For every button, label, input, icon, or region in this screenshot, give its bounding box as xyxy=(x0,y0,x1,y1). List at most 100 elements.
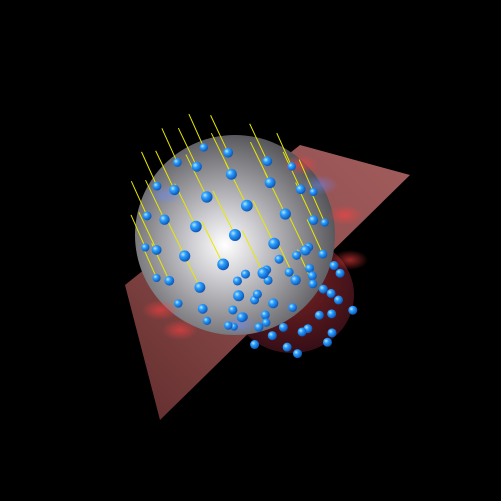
surface-point-marker xyxy=(194,281,206,293)
surface-point-marker xyxy=(179,250,191,262)
surface-point-marker xyxy=(223,147,234,158)
normal-vector-line xyxy=(155,150,175,191)
surface-point-marker xyxy=(141,243,150,252)
surface-point-marker xyxy=(151,244,162,255)
surface-point-marker xyxy=(159,214,170,225)
surface-point-marker xyxy=(172,158,182,167)
surface-point-marker xyxy=(262,156,273,167)
normal-vector-line xyxy=(276,132,293,167)
plane-glow xyxy=(162,320,198,340)
surface-point-marker xyxy=(250,340,260,350)
surface-point-marker xyxy=(267,331,277,341)
surface-point-marker xyxy=(295,184,306,195)
surface-point-marker xyxy=(164,275,175,286)
surface-point-marker xyxy=(152,181,162,191)
normal-vector-line xyxy=(141,151,158,187)
surface-point-marker xyxy=(268,237,280,250)
surface-point-marker xyxy=(292,250,302,260)
surface-point-marker xyxy=(287,162,296,171)
surface-point-marker xyxy=(232,276,242,286)
normal-vector-line xyxy=(145,179,165,220)
surface-point-marker xyxy=(264,177,276,189)
surface-point-marker xyxy=(254,322,264,332)
normal-vector-line xyxy=(252,200,275,244)
surface-point-marker xyxy=(240,269,250,279)
normal-vector-line xyxy=(249,141,271,183)
surface-point-marker xyxy=(274,254,284,264)
surface-point-marker xyxy=(327,309,337,319)
surface-point-marker xyxy=(201,191,213,203)
surface-point-marker xyxy=(318,249,328,259)
surface-point-marker xyxy=(261,318,271,327)
surface-point-marker xyxy=(233,290,245,302)
surface-point-marker xyxy=(174,299,183,308)
normal-vector-line xyxy=(241,230,264,274)
surface-point-marker xyxy=(282,342,292,352)
surface-point-marker xyxy=(309,187,318,197)
surface-point-marker xyxy=(229,229,241,241)
normal-vector-line xyxy=(130,214,146,248)
surface-point-marker xyxy=(260,310,270,320)
surface-point-marker xyxy=(252,289,262,299)
normal-vector-line xyxy=(201,220,224,265)
normal-vectors xyxy=(130,113,326,288)
surface-point-marker xyxy=(217,258,230,271)
normal-vector-line xyxy=(298,159,314,193)
plane-glow xyxy=(222,315,258,335)
surface-point-marker xyxy=(152,273,161,283)
surface-point-marker xyxy=(228,305,238,315)
surface-point-marker xyxy=(225,168,237,180)
normal-vector-line xyxy=(212,190,236,236)
surface-point-marker xyxy=(320,218,329,227)
surface-point-marker xyxy=(257,267,269,279)
surface-point-marker xyxy=(279,208,291,220)
surface-point-marker xyxy=(318,284,328,294)
surface-point-marker xyxy=(142,211,152,221)
surface-point-marker xyxy=(191,161,202,172)
surface-point-marker xyxy=(305,263,315,273)
surface-point-marker xyxy=(329,261,339,271)
surface-point-marker xyxy=(297,327,307,337)
surface-point-marker xyxy=(284,267,294,277)
surface-point-marker xyxy=(240,199,253,212)
surface-point-marker xyxy=(224,321,233,330)
surface-point-marker xyxy=(202,316,212,326)
plane-glow xyxy=(332,250,368,270)
normal-vector-line xyxy=(210,115,229,153)
surface-point-marker xyxy=(314,310,324,320)
normal-vector-line xyxy=(188,113,205,148)
surface-point-marker xyxy=(334,295,343,305)
surface-point-marker xyxy=(348,305,358,315)
plane-glow xyxy=(327,205,363,225)
surface-point-marker xyxy=(278,322,288,332)
surface-point-marker xyxy=(308,215,319,226)
surface-point-marker xyxy=(293,349,303,359)
surface-point-marker xyxy=(307,271,317,281)
surface-point-marker xyxy=(308,279,318,289)
surface-points xyxy=(141,143,358,359)
surface-point-marker xyxy=(327,328,337,338)
surface-point-marker xyxy=(326,288,336,298)
normal-vector-line xyxy=(210,132,232,175)
plane-glow xyxy=(142,300,178,320)
normal-vector-line xyxy=(177,127,198,167)
surface-point-marker xyxy=(268,298,279,309)
surface-point-marker xyxy=(335,268,345,278)
normal-vector-line xyxy=(249,123,268,162)
surface-point-marker xyxy=(197,303,208,314)
surface-point-marker xyxy=(290,274,301,286)
surface-point-marker xyxy=(300,245,311,256)
surface-point-marker xyxy=(322,337,332,347)
normal-vector-line xyxy=(130,181,148,217)
normal-vector-line xyxy=(185,154,208,198)
normal-vector-line xyxy=(161,128,178,163)
surface-point-marker xyxy=(190,220,202,233)
surface-point-marker xyxy=(288,303,298,312)
surface-point-marker xyxy=(199,143,209,152)
normal-vector-line xyxy=(138,212,158,251)
surface-point-marker xyxy=(236,312,247,323)
normal-vector-line xyxy=(306,219,324,255)
surface-point-marker xyxy=(169,184,180,196)
